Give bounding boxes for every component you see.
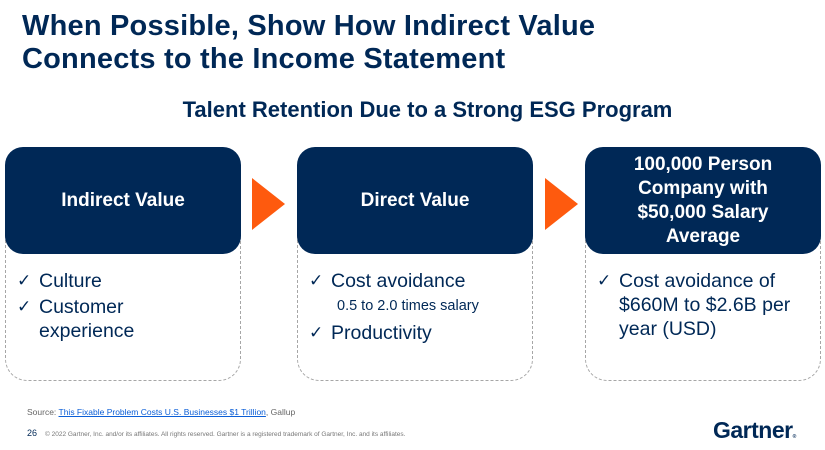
card-items: ✓ Cost avoidance of $660M to $2.6B per y… <box>597 269 813 343</box>
list-item-text: Culture <box>39 270 102 292</box>
orange-arrow-icon <box>252 178 285 230</box>
title-line-2: Connects to the Income Statement <box>22 43 506 75</box>
list-item-text: Customer experience <box>39 296 135 342</box>
card-items: ✓ Culture ✓ Customer experience <box>17 269 233 345</box>
source-suffix: , Gallup <box>265 407 296 417</box>
checkmark-icon: ✓ <box>597 271 612 290</box>
card-heading: Direct Value <box>297 147 533 254</box>
list-item: ✓ Culture <box>17 269 233 293</box>
list-item: ✓ Productivity <box>309 321 525 345</box>
list-item-subtext: 0.5 to 2.0 times salary <box>337 298 479 314</box>
list-item: ✓ Cost avoidance <box>309 269 525 293</box>
card-items: ✓ Cost avoidance 0.5 to 2.0 times salary… <box>309 269 525 347</box>
checkmark-icon: ✓ <box>17 271 32 290</box>
copyright-text: © 2022 Gartner, Inc. and/or its affiliat… <box>45 431 406 438</box>
card-direct-value: Direct Value ✓ Cost avoidance 0.5 to 2.0… <box>297 147 533 381</box>
footer: 26 © 2022 Gartner, Inc. and/or its affil… <box>27 428 405 438</box>
card-dashed-body <box>5 207 241 381</box>
card-heading: Indirect Value <box>5 147 241 254</box>
card-indirect-value: Indirect Value ✓ Culture ✓ Customer expe… <box>5 147 241 381</box>
checkmark-icon: ✓ <box>309 271 324 290</box>
slide-title: When Possible, Show How Indirect Value C… <box>22 10 595 76</box>
list-item-text: Productivity <box>331 322 432 344</box>
list-item: ✓ Cost avoidance of $660M to $2.6B per y… <box>597 269 813 341</box>
gartner-logo: Gartner® <box>713 417 796 444</box>
slide-subtitle: Talent Retention Due to a Strong ESG Pro… <box>182 97 673 122</box>
list-item-text: Cost avoidance of $660M to $2.6B per yea… <box>619 270 791 340</box>
registered-mark-icon: ® <box>792 434 797 440</box>
checkmark-icon: ✓ <box>17 297 32 316</box>
card-dashed-body <box>585 207 821 381</box>
checkmark-icon: ✓ <box>309 323 324 342</box>
title-line-1: When Possible, Show How Indirect Value <box>22 10 596 42</box>
card-company-example: 100,000 Person Company with $50,000 Sala… <box>585 147 821 381</box>
source-link[interactable]: This Fixable Problem Costs U.S. Business… <box>58 407 266 417</box>
list-item: ✓ Customer experience <box>17 295 233 343</box>
card-heading: 100,000 Person Company with $50,000 Sala… <box>585 147 821 254</box>
page-number: 26 <box>27 428 38 438</box>
list-item-text: Cost avoidance <box>331 270 466 292</box>
logo-text: Gartner <box>713 417 793 443</box>
source-citation: Source: This Fixable Problem Costs U.S. … <box>27 407 295 417</box>
source-label: Source: <box>27 407 59 417</box>
card-dashed-body <box>297 207 533 381</box>
orange-arrow-icon <box>545 178 578 230</box>
